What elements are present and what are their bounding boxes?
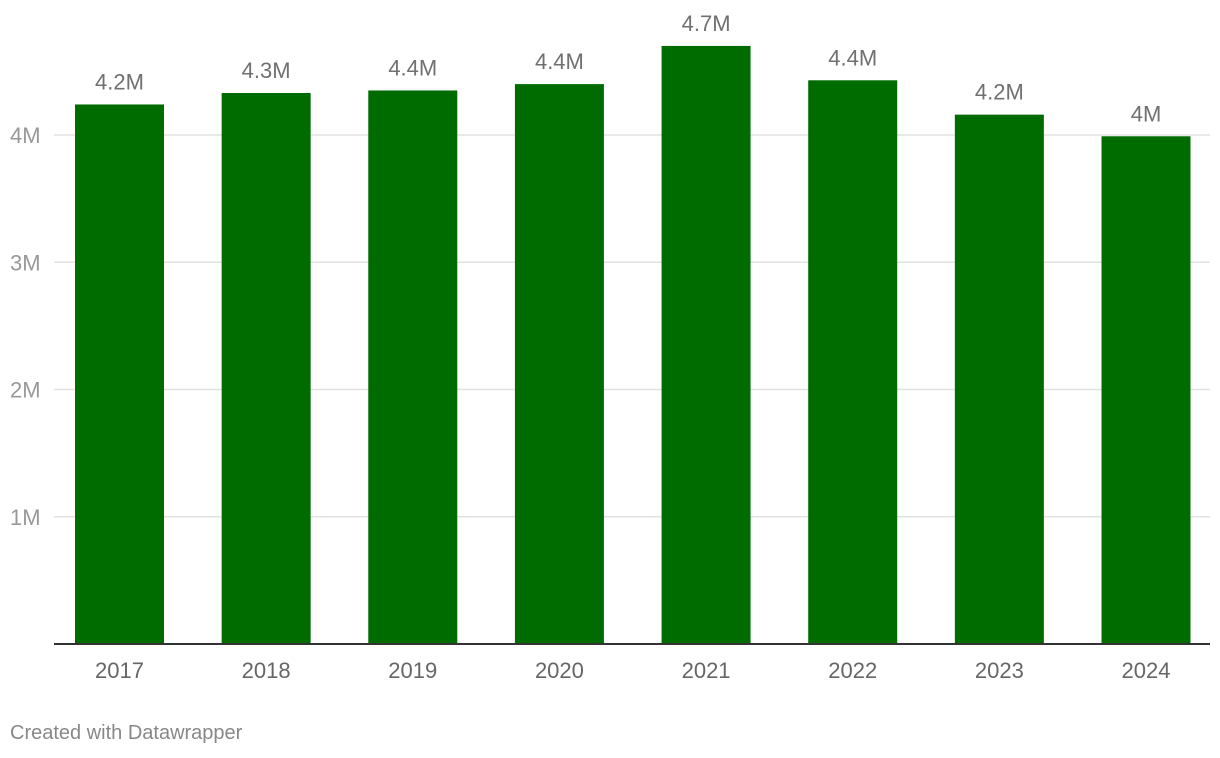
chart-container: 1M 2M 3M 4M 4.2M 2017 4.3M 2018 4.4M 2019 4.4M 2020… <box>10 11 1210 683</box>
x-tick-label: 2017 <box>95 658 144 683</box>
data-label: 4M <box>1131 101 1162 126</box>
data-label: 4.3M <box>242 58 291 83</box>
y-tick-label: 2M <box>10 378 41 403</box>
data-label: 4.4M <box>828 45 877 70</box>
data-label: 4.7M <box>682 11 731 36</box>
bar-2017 <box>75 104 164 644</box>
data-label: 4.2M <box>975 80 1024 105</box>
data-label: 4.2M <box>95 69 144 94</box>
x-tick-label: 2024 <box>1122 658 1171 683</box>
bar-2024 <box>1101 136 1191 644</box>
bar-2019 <box>368 90 458 644</box>
y-tick-label: 4M <box>10 123 41 148</box>
bar-2021 <box>661 45 751 645</box>
x-tick-label: 2022 <box>828 658 877 683</box>
y-tick-label: 3M <box>10 250 41 275</box>
x-tick-label: 2018 <box>242 658 291 683</box>
footer-credit: Created with Datawrapper <box>10 722 243 744</box>
bar-2022 <box>808 80 898 645</box>
bar-2018 <box>221 93 311 644</box>
bar-2023 <box>954 114 1044 644</box>
y-tick-label: 1M <box>10 505 41 530</box>
data-label: 4.4M <box>388 55 437 80</box>
x-tick-label: 2020 <box>535 658 584 683</box>
x-tick-label: 2021 <box>682 658 731 683</box>
data-label: 4.4M <box>535 49 584 74</box>
bar-chart: 1M 2M 3M 4M 4.2M 2017 4.3M 2018 4.4M 2019 4.4M 2020… <box>10 11 1210 683</box>
x-tick-label: 2019 <box>388 658 437 683</box>
bar-2020 <box>514 84 604 645</box>
x-tick-label: 2023 <box>975 658 1024 683</box>
